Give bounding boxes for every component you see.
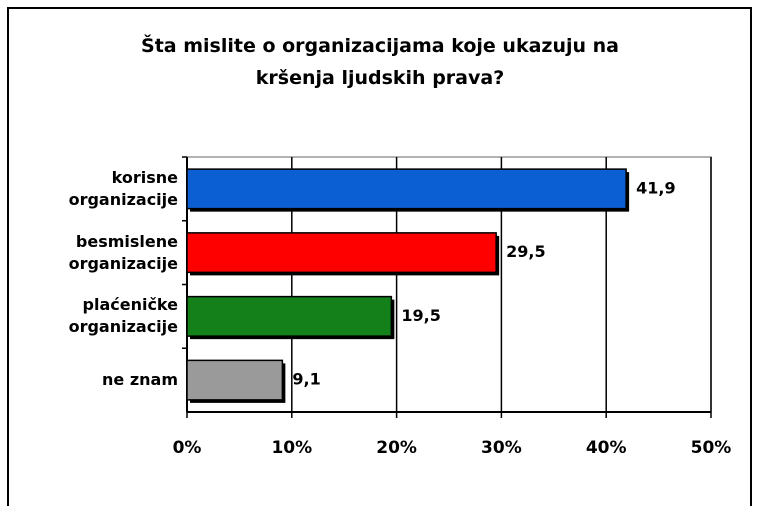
bar bbox=[186, 359, 284, 401]
x-tick-label: 50% bbox=[691, 438, 732, 458]
value-label: 19,5 bbox=[401, 306, 440, 325]
y-tick-label: plaćeničke organizacije bbox=[68, 295, 178, 337]
y-tick-label: ne znam bbox=[102, 370, 178, 390]
frame bbox=[7, 7, 752, 506]
value-label: 41,9 bbox=[636, 178, 675, 197]
value-label: 29,5 bbox=[506, 242, 545, 261]
x-tick-label: 40% bbox=[586, 438, 627, 458]
x-tick-label: 10% bbox=[271, 438, 312, 458]
x-tick-label: 20% bbox=[376, 438, 417, 458]
chart-title: Šta mislite o organizacijama koje ukazuj… bbox=[141, 35, 619, 89]
y-tick-label: besmislene organizacije bbox=[68, 231, 178, 273]
bar bbox=[186, 168, 627, 210]
x-tick-label: 30% bbox=[481, 438, 522, 458]
y-tick-label: korisne organizacije bbox=[68, 167, 178, 209]
bar bbox=[186, 232, 497, 274]
value-label: 9,1 bbox=[292, 370, 320, 389]
x-tick-label: 0% bbox=[173, 438, 202, 458]
bar bbox=[186, 295, 393, 337]
